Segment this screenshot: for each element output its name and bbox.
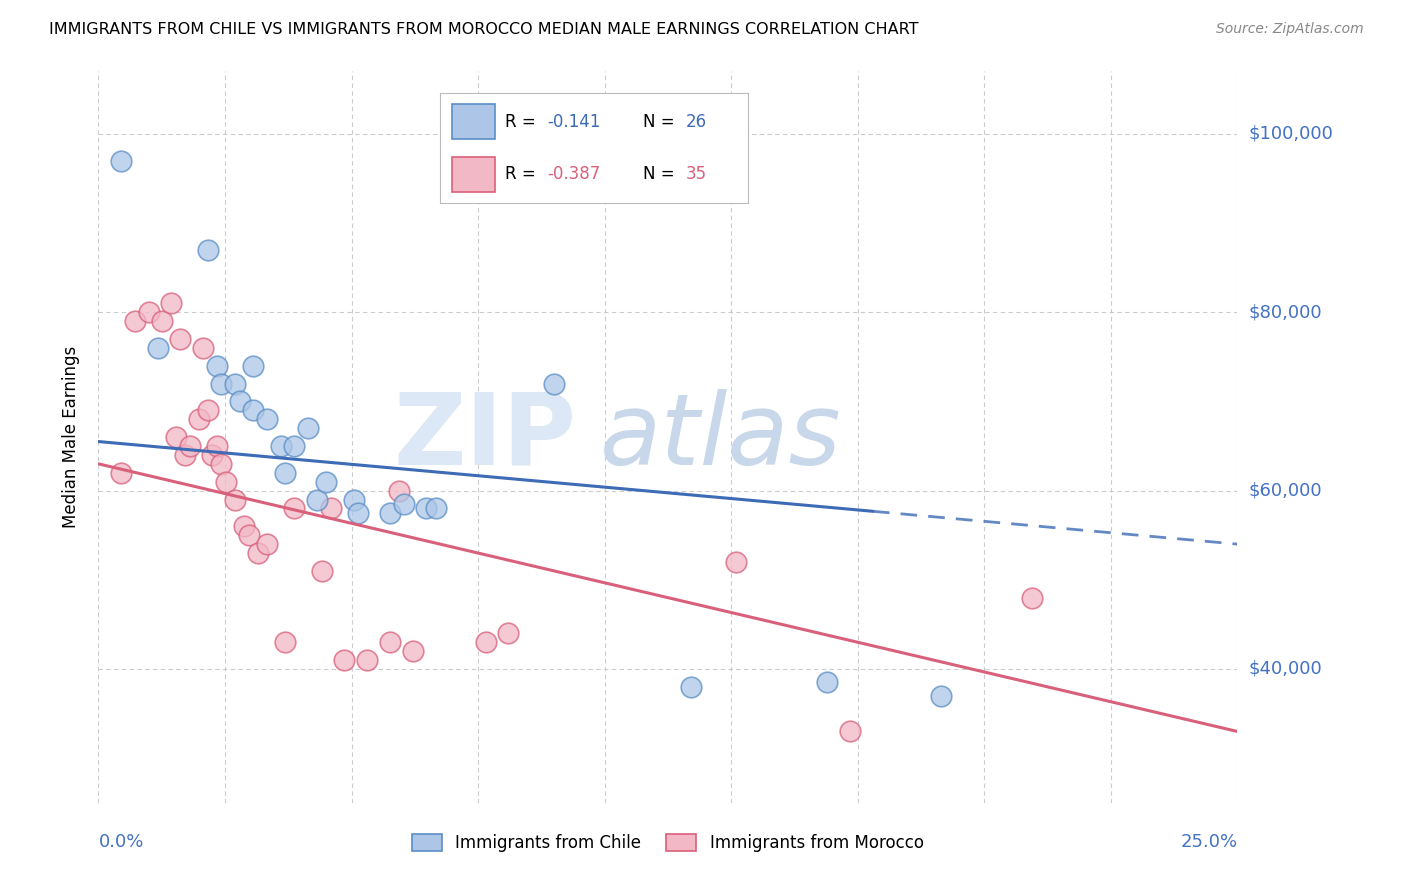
Point <box>283 501 305 516</box>
Point <box>224 376 246 391</box>
Point <box>815 675 838 690</box>
Point <box>124 314 146 328</box>
Point <box>256 537 278 551</box>
Point <box>160 296 183 310</box>
Point <box>224 492 246 507</box>
Point <box>307 492 329 507</box>
Text: 0.0%: 0.0% <box>98 833 143 851</box>
Point <box>333 653 356 667</box>
Point <box>228 394 250 409</box>
Point <box>415 501 437 516</box>
Point <box>1021 591 1043 605</box>
Point <box>679 680 702 694</box>
Text: 25.0%: 25.0% <box>1180 833 1237 851</box>
Point <box>215 475 238 489</box>
Text: $40,000: $40,000 <box>1249 660 1322 678</box>
Point <box>274 466 297 480</box>
Point <box>242 359 264 373</box>
Point <box>297 421 319 435</box>
Point <box>283 439 305 453</box>
Point <box>315 475 337 489</box>
Point <box>233 519 256 533</box>
Point <box>138 305 160 319</box>
Point <box>270 439 292 453</box>
Point <box>209 457 232 471</box>
Legend: Immigrants from Chile, Immigrants from Morocco: Immigrants from Chile, Immigrants from M… <box>404 825 932 860</box>
Point <box>347 506 370 520</box>
Text: Source: ZipAtlas.com: Source: ZipAtlas.com <box>1216 22 1364 37</box>
Point <box>319 501 342 516</box>
Point <box>311 564 333 578</box>
Point <box>110 466 132 480</box>
Point <box>839 724 862 739</box>
Point <box>378 506 401 520</box>
Point <box>392 497 415 511</box>
Point <box>402 644 425 658</box>
Point <box>197 403 219 417</box>
Text: $60,000: $60,000 <box>1249 482 1322 500</box>
Point <box>425 501 447 516</box>
Point <box>242 403 264 417</box>
Point <box>201 448 224 462</box>
Text: $80,000: $80,000 <box>1249 303 1322 321</box>
Point <box>498 626 520 640</box>
Point <box>187 412 209 426</box>
Point <box>274 635 297 649</box>
Text: ZIP: ZIP <box>394 389 576 485</box>
Point <box>929 689 952 703</box>
Point <box>356 653 378 667</box>
Point <box>179 439 201 453</box>
Point <box>165 430 187 444</box>
Point <box>543 376 565 391</box>
Text: IMMIGRANTS FROM CHILE VS IMMIGRANTS FROM MOROCCO MEDIAN MALE EARNINGS CORRELATIO: IMMIGRANTS FROM CHILE VS IMMIGRANTS FROM… <box>49 22 918 37</box>
Point <box>474 635 496 649</box>
Point <box>169 332 191 346</box>
Point <box>246 546 269 560</box>
Y-axis label: Median Male Earnings: Median Male Earnings <box>62 346 80 528</box>
Point <box>342 492 364 507</box>
Point <box>378 635 401 649</box>
Point <box>256 412 278 426</box>
Point <box>205 439 228 453</box>
Point <box>150 314 173 328</box>
Point <box>193 341 215 355</box>
Point <box>146 341 169 355</box>
Point <box>388 483 411 498</box>
Text: $100,000: $100,000 <box>1249 125 1333 143</box>
Text: atlas: atlas <box>599 389 841 485</box>
Point <box>197 243 219 257</box>
Point <box>205 359 228 373</box>
Point <box>238 528 260 542</box>
Point <box>725 555 748 569</box>
Point <box>110 153 132 168</box>
Point <box>174 448 197 462</box>
Point <box>209 376 232 391</box>
